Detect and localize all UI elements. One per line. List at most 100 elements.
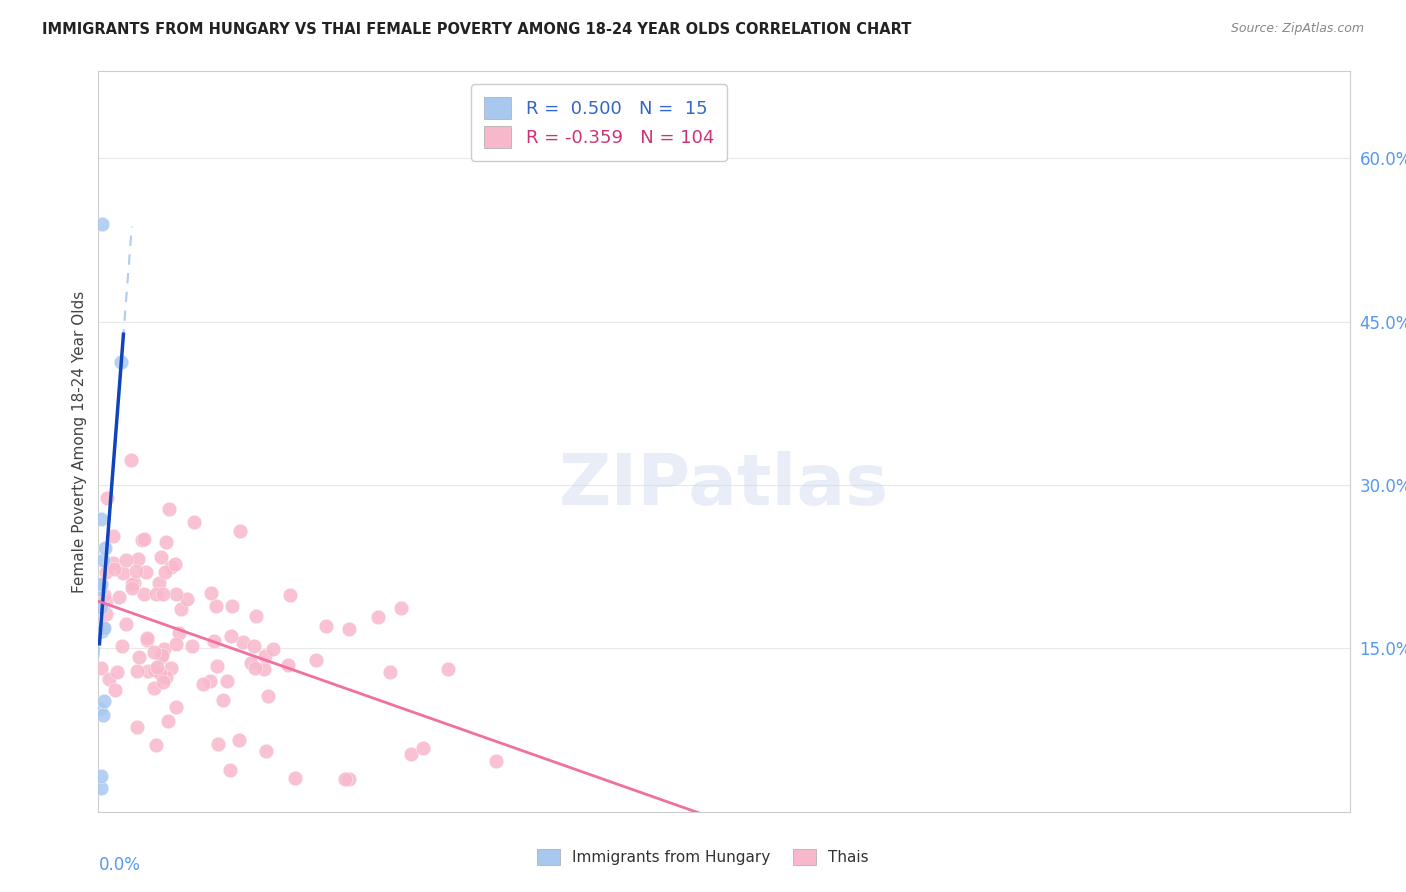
Point xyxy=(256,744,278,758)
Point xyxy=(367,610,389,624)
Point xyxy=(149,666,172,681)
Point xyxy=(122,576,145,591)
Point xyxy=(124,565,146,579)
Point xyxy=(257,689,280,703)
Point xyxy=(219,763,242,777)
Point xyxy=(280,588,302,602)
Point xyxy=(125,664,148,678)
Point xyxy=(91,620,114,634)
Legend: Immigrants from Hungary, Thais: Immigrants from Hungary, Thais xyxy=(531,843,875,871)
Point xyxy=(134,532,156,546)
Point xyxy=(221,599,243,613)
Point xyxy=(101,529,124,543)
Point xyxy=(104,683,127,698)
Point xyxy=(262,642,284,657)
Point xyxy=(131,533,153,547)
Point xyxy=(90,624,112,638)
Point xyxy=(277,657,299,672)
Point xyxy=(127,552,149,566)
Point xyxy=(165,557,187,571)
Point xyxy=(132,587,155,601)
Point xyxy=(337,772,360,786)
Point xyxy=(96,491,118,505)
Point xyxy=(165,699,187,714)
Point xyxy=(114,617,136,632)
Point xyxy=(207,737,229,751)
Point xyxy=(105,665,128,679)
Point xyxy=(148,576,170,591)
Point xyxy=(389,601,412,615)
Point xyxy=(198,673,221,688)
Point xyxy=(93,541,115,555)
Point xyxy=(380,665,402,680)
Point xyxy=(228,733,250,747)
Point xyxy=(91,553,114,567)
Legend: R =  0.500   N =  15, R = -0.359   N = 104: R = 0.500 N = 15, R = -0.359 N = 104 xyxy=(471,84,727,161)
Point xyxy=(150,550,173,565)
Point xyxy=(93,588,115,602)
Point xyxy=(228,524,250,539)
Point xyxy=(240,656,263,670)
Point xyxy=(108,590,131,604)
Point xyxy=(89,582,111,596)
Point xyxy=(183,515,205,529)
Point xyxy=(305,652,328,666)
Point xyxy=(120,453,142,467)
Point xyxy=(91,708,114,723)
Point xyxy=(93,694,115,708)
Point xyxy=(153,566,176,580)
Point xyxy=(152,675,174,690)
Point xyxy=(253,648,276,663)
Point xyxy=(89,702,111,716)
Point xyxy=(94,607,117,621)
Point xyxy=(110,355,132,369)
Y-axis label: Female Poverty Among 18-24 Year Olds: Female Poverty Among 18-24 Year Olds xyxy=(72,291,87,592)
Point xyxy=(103,562,125,576)
Point xyxy=(157,502,180,516)
Point xyxy=(181,639,204,653)
Point xyxy=(128,649,150,664)
Point xyxy=(159,560,181,574)
Point xyxy=(399,747,422,762)
Point xyxy=(202,633,225,648)
Point xyxy=(167,625,190,640)
Point xyxy=(165,587,187,601)
Point xyxy=(138,665,160,679)
Point xyxy=(160,661,183,675)
Point xyxy=(204,599,226,614)
Point xyxy=(219,629,242,643)
Point xyxy=(485,754,508,768)
Point xyxy=(121,577,143,591)
Point xyxy=(90,577,112,591)
Point xyxy=(121,582,143,596)
Point xyxy=(155,535,177,549)
Point xyxy=(135,631,157,645)
Point xyxy=(152,648,174,662)
Point xyxy=(115,553,138,567)
Text: IMMIGRANTS FROM HUNGARY VS THAI FEMALE POVERTY AMONG 18-24 YEAR OLDS CORRELATION: IMMIGRANTS FROM HUNGARY VS THAI FEMALE P… xyxy=(42,22,911,37)
Point xyxy=(90,769,112,783)
Point xyxy=(89,780,111,795)
Point xyxy=(232,635,254,649)
Point xyxy=(243,640,266,654)
Text: ZIPatlas: ZIPatlas xyxy=(560,451,889,520)
Point xyxy=(93,622,115,636)
Point xyxy=(91,217,114,231)
Point xyxy=(153,642,176,657)
Point xyxy=(135,565,157,579)
Point xyxy=(200,586,222,600)
Text: 0.0%: 0.0% xyxy=(98,856,141,874)
Point xyxy=(315,619,337,633)
Point xyxy=(335,772,357,786)
Point xyxy=(150,650,173,665)
Point xyxy=(176,592,198,607)
Point xyxy=(125,720,148,734)
Point xyxy=(136,632,159,647)
Point xyxy=(145,739,167,753)
Text: Source: ZipAtlas.com: Source: ZipAtlas.com xyxy=(1230,22,1364,36)
Point xyxy=(156,714,179,728)
Point xyxy=(337,623,360,637)
Point xyxy=(143,645,166,659)
Point xyxy=(217,674,239,689)
Point xyxy=(96,594,118,608)
